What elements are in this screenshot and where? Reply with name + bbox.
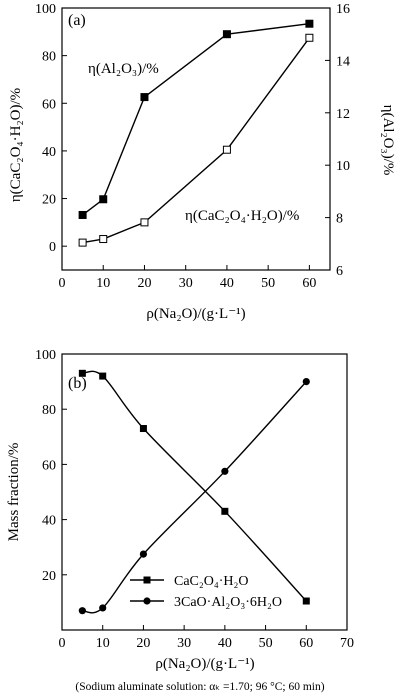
chart-b-ylabel: Mass fraction/% <box>6 443 22 542</box>
chart-a: (a) η(Al₂O₃)/% η(CaC₂O₄·H₂O)/% η(CaC₂O₄·… <box>8 2 396 322</box>
chart-a-series-1-point <box>78 238 87 247</box>
legend-label-cac2o4: CaC₂O₄·H₂O <box>174 574 249 589</box>
chart-a-ytick-right-label: 12 <box>336 107 350 122</box>
chart-a-series-line-0 <box>82 23 310 216</box>
chart-b-xtick-label: 0 <box>59 636 66 651</box>
chart-a-series-1-point <box>222 145 231 154</box>
chart-b-series-0-point <box>139 425 147 433</box>
legend-marker-3cao <box>143 597 151 605</box>
chart-b-xlabel: ρ(Na₂O)/(g·L⁻¹) <box>155 656 254 672</box>
chart-a-ytick-right-label: 8 <box>336 212 343 227</box>
chart-a-ytick-left-label: 80 <box>42 50 56 65</box>
chart-b-series-1-point <box>139 550 148 558</box>
chart-b-series <box>78 369 310 615</box>
chart-a-series-0-point <box>222 30 231 39</box>
chart-a-series-0-point <box>140 93 149 102</box>
chart-b-series-1-point <box>221 467 229 475</box>
chart-a-series-label-al2o3: η(Al₂O₃)/% <box>88 61 159 77</box>
chart-a-ticks: 0 10 20 30 40 50 60 0 20 40 60 80 100 6 8 10 12 14 16 <box>35 2 350 291</box>
chart-a-ytick-left-label: 60 <box>42 97 56 112</box>
chart-b-panel-label: (b) <box>68 375 87 392</box>
chart-a-ylabel-right: η(Al₂O₃)/% <box>380 105 396 176</box>
chart-a-series <box>78 19 314 247</box>
chart-b-xtick-label: 40 <box>218 636 232 651</box>
chart-a-ytick-right-label: 16 <box>336 2 350 17</box>
chart-b-xtick-label: 10 <box>96 636 110 651</box>
chart-a-series-0-point <box>78 210 87 219</box>
chart-b-xtick-label: 60 <box>299 636 313 651</box>
chart-b-ytick-label: 100 <box>35 348 56 363</box>
chart-a-series-0-point <box>99 195 108 204</box>
chart-a-ytick-left-label: 40 <box>42 145 56 160</box>
chart-a-ytick-left-label: 100 <box>35 2 56 17</box>
chart-b-series-line-1 <box>82 381 307 614</box>
chart-b-frame <box>61 353 348 631</box>
chart-b-series-1-point <box>302 378 310 386</box>
legend-marker-cac2o4 <box>143 576 151 584</box>
chart-b-ytick-label: 80 <box>42 403 56 418</box>
chart-a-xtick-label: 40 <box>220 276 234 291</box>
chart-b-series-0-point <box>221 507 229 515</box>
chart-a-ytick-left-label: 0 <box>49 240 56 255</box>
chart-b: (b) Mass fraction/% ρ(Na₂O)/(g·L⁻¹) 0 10 2… <box>6 348 354 672</box>
chart-b-legend: CaC₂O₄·H₂O 3CaO·Al₂O₃·6H₂O <box>130 574 282 610</box>
chart-a-xtick-label: 10 <box>96 276 110 291</box>
chart-a-xtick-label: 30 <box>179 276 193 291</box>
chart-a-series-label-cac2o4: η(CaC₂O₄·H₂O)/% <box>185 208 299 224</box>
legend-label-3cao: 3CaO·Al₂O₃·6H₂O <box>174 595 282 610</box>
chart-a-series-1-point <box>99 235 108 244</box>
chart-b-ticks: 0 10 20 30 40 50 60 70 20 40 60 80 100 <box>35 348 354 651</box>
figure-caption: (Sodium aluminate solution: αₖ =1.70; 96… <box>75 681 324 693</box>
chart-a-series-1-point <box>305 33 314 42</box>
chart-a-ytick-right-label: 6 <box>336 264 343 279</box>
chart-b-xtick-label: 70 <box>340 636 354 651</box>
chart-b-series-0-point <box>302 597 310 605</box>
chart-b-ytick-label: 60 <box>42 458 56 473</box>
chart-b-series-line-0 <box>82 370 307 602</box>
chart-b-series-1-point <box>99 604 107 612</box>
chart-a-series-1-point <box>140 218 149 227</box>
chart-a-ylabel-left: η(CaC₂O₄·H₂O)/% <box>8 88 24 202</box>
chart-b-ytick-label: 40 <box>42 514 56 529</box>
chart-b-xtick-label: 50 <box>259 636 273 651</box>
chart-a-xtick-label: 20 <box>137 276 151 291</box>
chart-b-series-0-point <box>78 369 86 377</box>
chart-a-xlabel: ρ(Na₂O)/(g·L⁻¹) <box>146 306 245 322</box>
chart-a-xtick-label: 0 <box>59 276 66 291</box>
chart-a-ytick-right-label: 14 <box>336 54 350 69</box>
chart-b-ytick-label: 20 <box>42 569 56 584</box>
chart-a-panel-label: (a) <box>68 12 86 29</box>
chart-a-ytick-left-label: 20 <box>42 193 56 208</box>
chart-a-xtick-label: 50 <box>261 276 275 291</box>
chart-b-xtick-label: 30 <box>177 636 191 651</box>
chart-a-frame <box>61 7 331 271</box>
chart-a-xtick-label: 60 <box>302 276 316 291</box>
chart-b-xtick-label: 20 <box>136 636 150 651</box>
chart-b-series-1-point <box>78 607 86 615</box>
chart-b-series-0-point <box>99 372 107 380</box>
chart-a-ytick-right-label: 10 <box>336 159 350 174</box>
chart-a-series-0-point <box>305 19 314 28</box>
